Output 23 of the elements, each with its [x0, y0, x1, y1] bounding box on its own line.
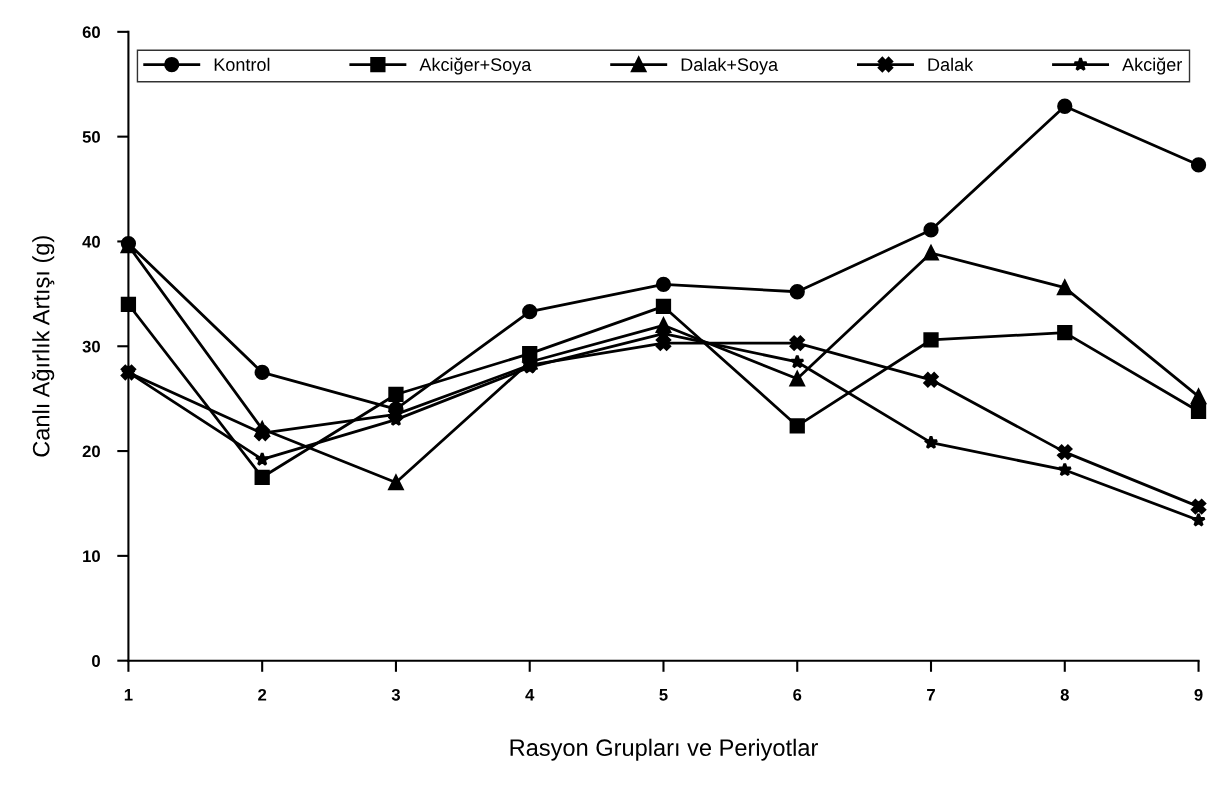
y-tick-label: 50: [82, 131, 100, 143]
y-tick-label: 60: [82, 26, 100, 39]
y-axis-title: Canlı Ağırlık Artışı (g): [31, 236, 55, 457]
legend-label: Akciğer+Soya: [419, 57, 532, 75]
y-tick-label: 40: [82, 235, 100, 248]
legend-label: Dalak+Soya: [681, 57, 779, 75]
x-tick-label: 2: [258, 688, 267, 701]
x-tick-label: 6: [793, 688, 802, 701]
legend-label: Kontrol: [214, 57, 270, 72]
x-tick-label: 9: [1194, 688, 1203, 701]
y-tick-label: 0: [92, 655, 100, 667]
x-tick-label: 7: [927, 689, 935, 701]
legend-label: Dalak: [928, 57, 974, 72]
y-tick-label: 30: [82, 340, 100, 353]
y-tick-label: 10: [83, 550, 100, 563]
x-tick-label: 4: [525, 689, 535, 701]
x-tick-label: 8: [1060, 688, 1069, 701]
x-axis-title: Rasyon Grupları ve Periyotlar: [510, 738, 818, 761]
y-tick-label: 20: [82, 445, 100, 458]
x-tick-label: 1: [124, 689, 133, 701]
legend-label: Akciğer: [1122, 57, 1182, 75]
x-tick-label: 3: [391, 688, 400, 701]
x-tick-label: 5: [659, 689, 668, 701]
